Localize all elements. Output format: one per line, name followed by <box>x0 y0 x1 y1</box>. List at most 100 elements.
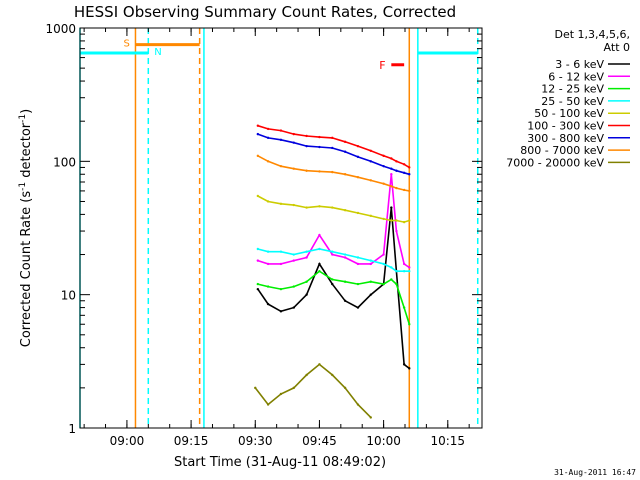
x-axis-label: Start Time (31-Aug-11 08:49:02) <box>174 455 386 470</box>
series-1-point-9 <box>369 262 372 266</box>
legend-label-2: 12 - 25 keV <box>541 83 604 96</box>
series-7-point-12 <box>395 186 398 190</box>
series-4-point-1 <box>266 200 270 203</box>
series-3-point-1 <box>266 250 270 253</box>
series-2 <box>256 269 411 326</box>
y-axis-label-mid: detector <box>19 122 34 182</box>
series-8-point-2 <box>279 392 283 396</box>
series-5-point-13 <box>402 163 406 166</box>
series-8-point-9 <box>369 416 372 419</box>
legend-label-1: 6 - 12 keV <box>548 70 604 83</box>
series-6-point-1 <box>266 136 270 140</box>
series-7-point-10 <box>382 182 385 185</box>
series-5-point-6 <box>331 136 334 140</box>
series-2-point-7 <box>343 280 347 283</box>
series-1 <box>256 173 411 269</box>
series-6-point-12 <box>395 169 398 172</box>
series-1-point-7 <box>343 256 347 259</box>
series-7-point-9 <box>369 179 372 182</box>
series-7-point-4 <box>305 169 308 172</box>
series-8-point-4 <box>305 373 308 377</box>
series-1-point-5 <box>318 233 321 237</box>
series-6-point-5 <box>318 145 321 149</box>
attenuator-bar-label: S <box>123 39 129 50</box>
y-axis-ticks: 1 10 100 1000 <box>45 22 482 436</box>
series-1-point-14 <box>408 266 411 269</box>
series-4-point-3 <box>292 203 295 207</box>
series-5-point-5 <box>318 135 321 139</box>
legend-header-line-1: Det 1,3,4,5,6, <box>554 28 630 41</box>
series-1-point-3 <box>292 259 295 262</box>
series-0-point-4 <box>305 293 308 296</box>
series-1-point-4 <box>305 256 308 259</box>
series-6-point-0 <box>256 132 260 136</box>
series-6 <box>256 132 411 176</box>
legend-header-line-2: Att 0 <box>604 41 630 54</box>
series-7-point-6 <box>331 170 334 174</box>
series-2-point-2 <box>279 287 283 291</box>
series-2-point-11 <box>390 278 393 281</box>
series-8-point-0 <box>254 386 257 390</box>
series-3-point-6 <box>331 250 334 253</box>
series-1-point-11 <box>390 173 393 176</box>
series-5-point-2 <box>279 129 283 132</box>
plot-frame <box>79 27 483 429</box>
series-3-point-11 <box>390 266 393 269</box>
y-tick-label-3: 1000 <box>45 22 76 36</box>
y-tick-label-2: 100 <box>53 155 76 169</box>
series-2-point-0 <box>256 282 260 286</box>
legend-label-8: 7000 - 20000 keV <box>506 156 604 169</box>
footer-timestamp: 31-Aug-2011 16:47 <box>554 468 636 477</box>
series-2-point-3 <box>292 285 295 288</box>
x-axis-ticks: 09:00 09:15 09:30 09:45 10:00 10:15 <box>83 28 470 448</box>
series-8-point-7 <box>343 386 347 390</box>
series-6-point-14 <box>408 173 411 176</box>
series-2-point-13 <box>402 306 406 309</box>
series-4-point-14 <box>408 219 411 222</box>
series-2-point-6 <box>331 278 334 281</box>
series-5-point-1 <box>266 127 270 131</box>
series-0-point-0 <box>256 287 260 291</box>
series-line-8 <box>254 363 372 418</box>
series-1-point-12 <box>395 229 398 233</box>
series-7-point-14 <box>408 189 411 193</box>
series-8-point-8 <box>356 403 360 406</box>
series-line-5 <box>257 124 410 169</box>
series-4 <box>256 194 411 224</box>
series-0-point-13 <box>402 363 406 366</box>
series-1-point-0 <box>256 259 260 262</box>
series-3-point-0 <box>256 247 260 251</box>
series-7-point-0 <box>256 154 260 158</box>
series-1-point-8 <box>356 262 360 266</box>
series-4-point-2 <box>279 202 283 206</box>
series-7-point-8 <box>356 176 360 179</box>
plot-area: N S F <box>79 28 479 428</box>
series-1-point-6 <box>331 253 334 256</box>
series-3-point-4 <box>305 250 308 253</box>
series-0-point-6 <box>331 282 334 286</box>
y-axis-label-sup1: -1 <box>18 182 28 191</box>
series-5-point-8 <box>356 144 360 148</box>
series-0-point-3 <box>292 306 295 309</box>
series-6-point-11 <box>390 167 393 170</box>
series-5-point-12 <box>395 160 398 163</box>
series-4-point-9 <box>369 214 372 218</box>
series-5 <box>256 124 411 169</box>
series-4-point-11 <box>390 219 393 222</box>
series-3-point-8 <box>356 256 360 259</box>
legend-label-7: 800 - 7000 keV <box>520 144 604 157</box>
series-6-point-4 <box>305 144 308 148</box>
series-3-point-3 <box>292 253 295 256</box>
series-3 <box>256 247 411 273</box>
series-4-point-5 <box>318 205 321 208</box>
series-5-point-0 <box>256 124 260 127</box>
series-1-point-2 <box>279 262 283 266</box>
series-5-point-9 <box>369 149 372 152</box>
x-tick-label-0: 09:00 <box>110 434 145 448</box>
x-tick-label-1: 09:15 <box>174 434 209 448</box>
y-axis-label-suffix: ) <box>19 109 34 114</box>
series-7-point-5 <box>318 170 321 173</box>
